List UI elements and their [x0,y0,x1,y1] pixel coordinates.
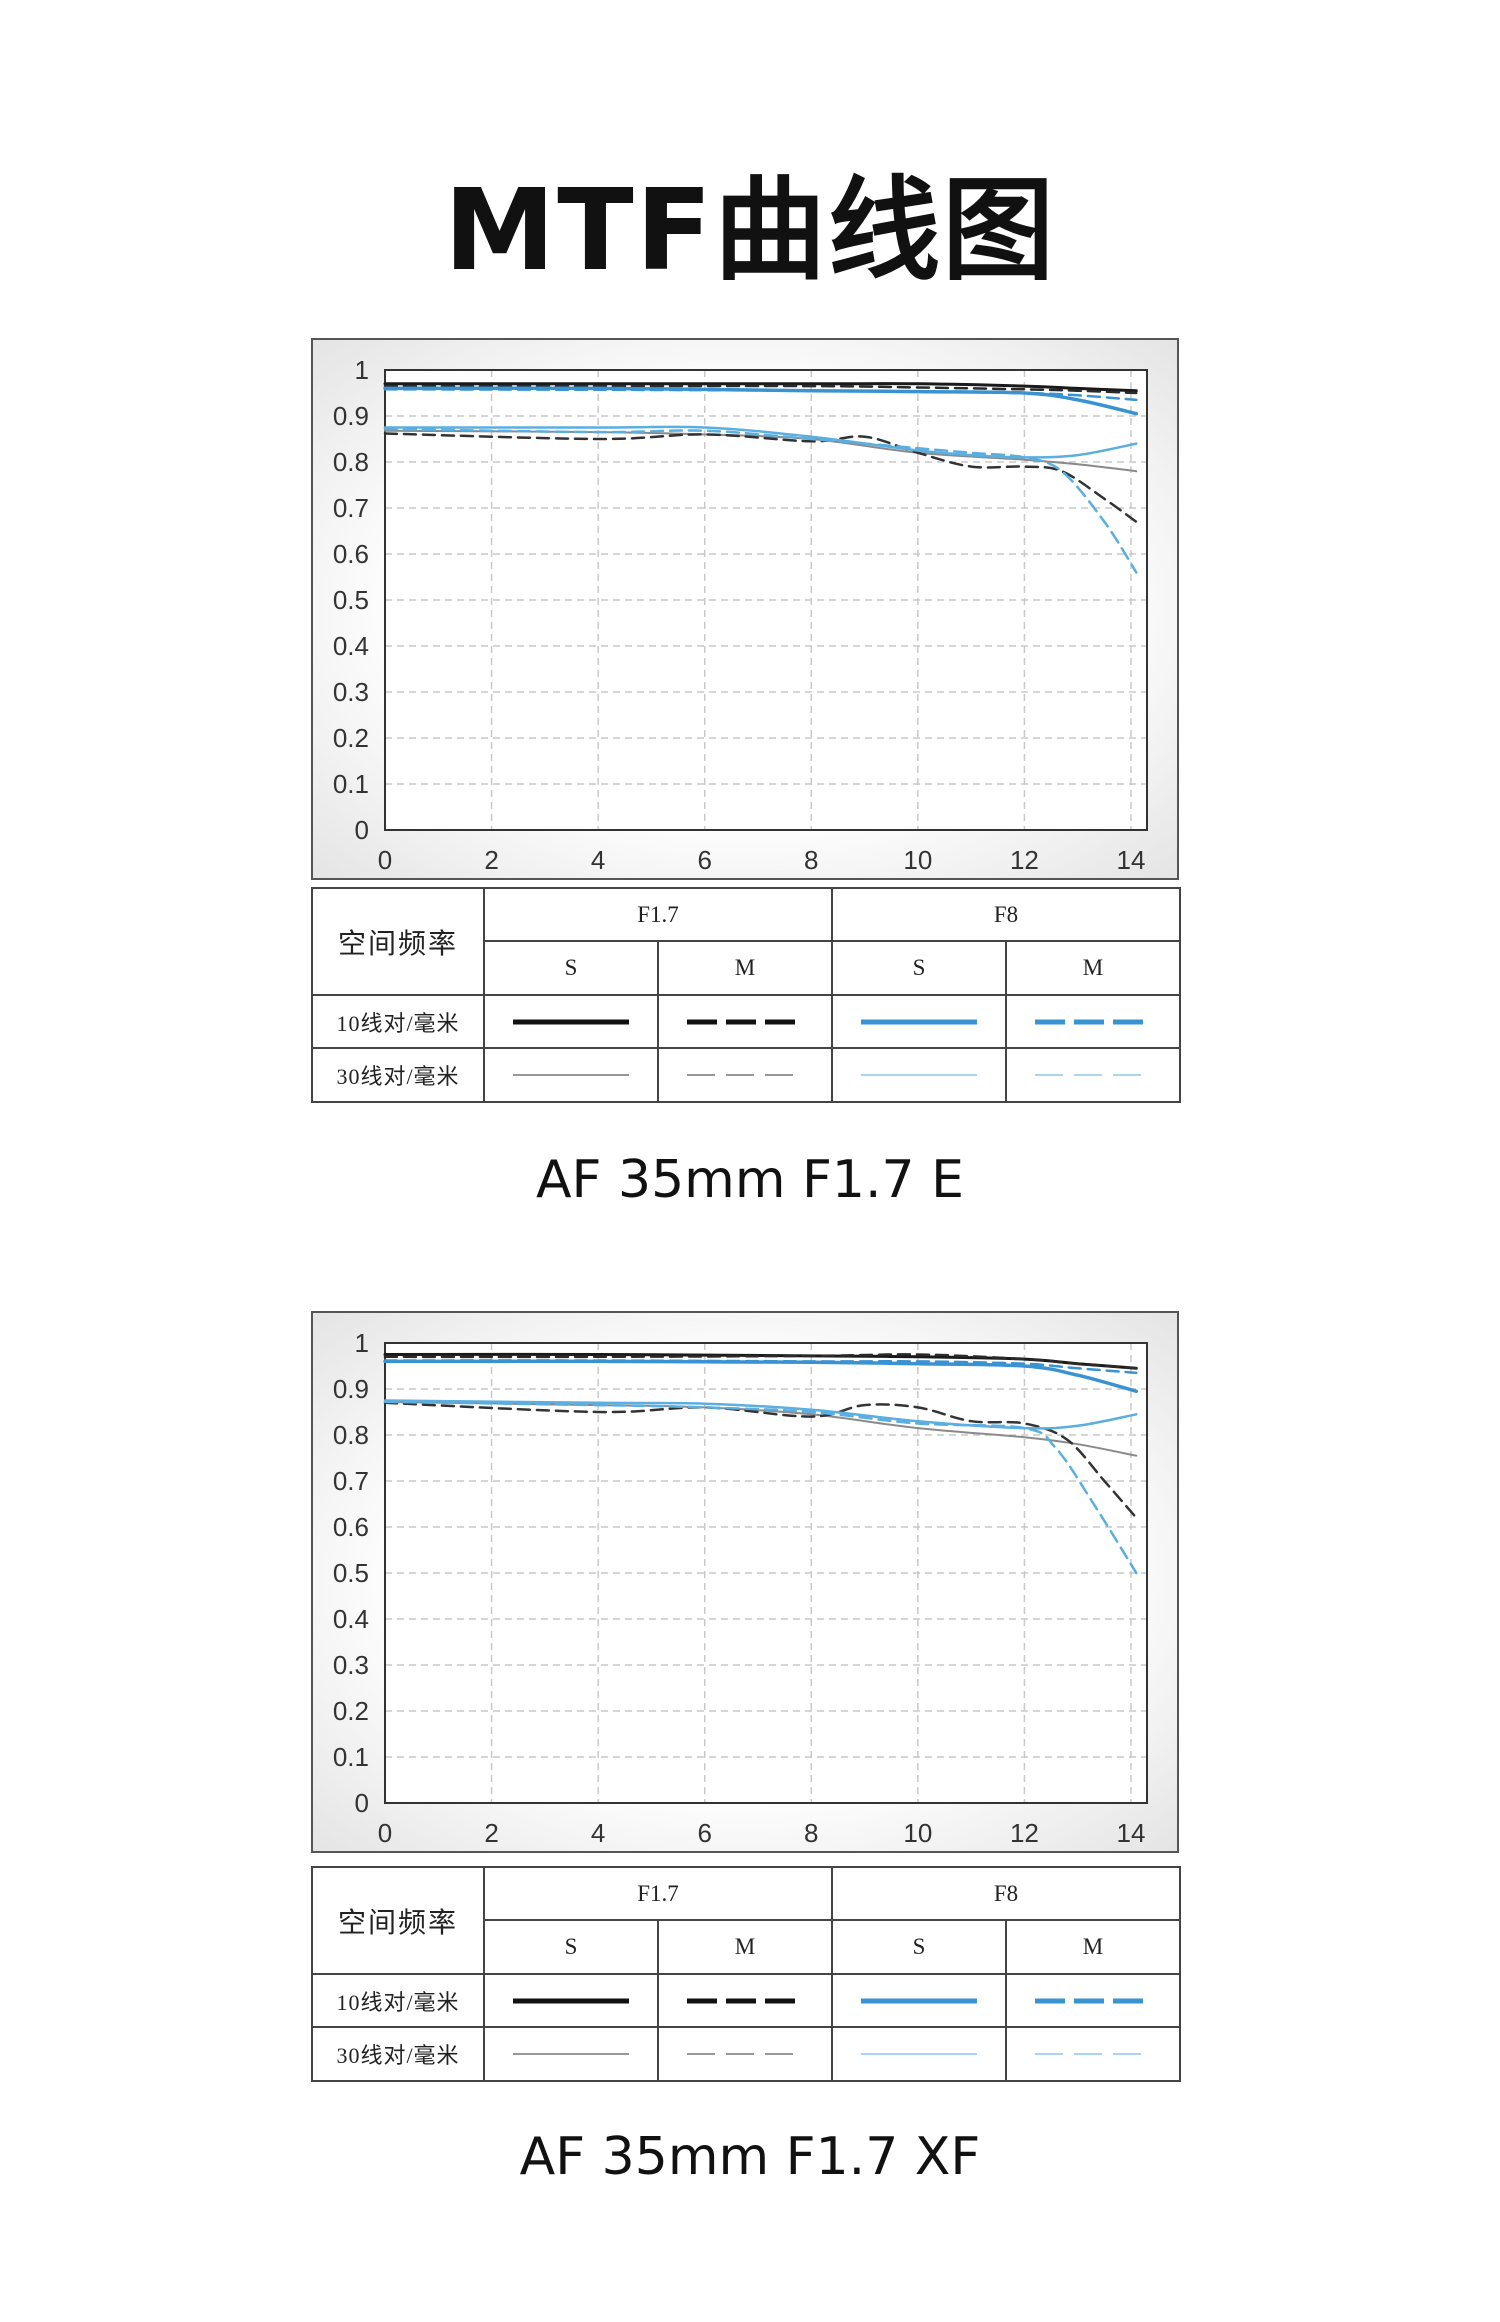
x-tick-label: 8 [804,845,818,875]
y-tick-label: 0 [355,815,369,845]
y-tick-label: 0.9 [333,1374,369,1404]
mtf-curve [383,1359,1138,1375]
y-tick-label: 0.2 [333,1696,369,1726]
sagittal-header: S [831,940,1008,996]
y-tick-label: 0.6 [333,1512,369,1542]
plot-frame [384,1342,1148,1804]
x-tick-label: 12 [1010,1818,1039,1848]
meridional-header: M [656,1919,834,1975]
sagittal-header: S [483,1919,659,1975]
sagittal-header: S [831,1919,1008,1975]
mtf-curve [383,432,1138,524]
mtf-curve [383,427,1138,574]
x-tick-label: 2 [484,845,498,875]
mtf-curve [383,1353,1138,1370]
mtf-chart-1: 0 0.1 0.2 0.3 0.4 0.5 0.6 0.7 0.8 0.9 1 0 2 4 6 8 10 12 14 [311,338,1179,880]
page-title: MTF曲线图 [443,166,1057,296]
legend-sample [831,1973,1008,2028]
x-tick-label: 0 [378,845,392,875]
y-tick-label: 0.3 [333,677,369,707]
mtf-curve [383,382,1138,393]
y-tick-label: 0.7 [333,1466,369,1496]
aperture-f17-header: F1.7 [482,887,834,942]
legend-sample [1005,994,1182,1049]
aperture-f17-header: F1.7 [482,1866,834,1921]
y-tick-label: 0.6 [333,539,369,569]
y-tick-label: 0.5 [333,1558,369,1588]
legend-table-2: 空间频率 F1.7 F8 S M S M 10线对/毫米 30线对/毫米 [311,1866,1182,2082]
mtf-curve [383,1352,1138,1370]
mtf-curve [383,1399,1138,1430]
legend-sample [831,1047,1008,1103]
meridional-header: M [1005,1919,1182,1975]
y-tick-label: 0 [355,1788,369,1818]
y-tick-label: 0.3 [333,1650,369,1680]
legend-sample [656,994,834,1049]
x-tick-label: 14 [1117,1818,1146,1848]
row-30-lp-label: 30线对/毫米 [311,1047,485,1103]
x-tick-label: 12 [1010,845,1039,875]
x-tick-label: 10 [903,1818,932,1848]
y-tick-label: 0.8 [333,1420,369,1450]
x-tick-label: 4 [591,1818,605,1848]
mtf-chart-1-svg: 00.10.20.30.40.50.60.70.80.910 2 4 6 8 10 12 14 [333,355,1148,875]
x-tick-label: 10 [903,845,932,875]
spatial-frequency-label: 空间频率 [311,1866,485,1975]
y-tick-label: 0.8 [333,447,369,477]
y-tick-label: 0.4 [333,1604,369,1634]
legend-sample [483,1047,659,1103]
legend-sample [1005,2026,1182,2082]
y-tick-label: 1 [355,355,369,385]
lens-caption-1: AF 35mm F1.7 E [535,1150,964,1210]
y-tick-label: 0.4 [333,631,369,661]
lens-caption-2: AF 35mm F1.7 XF [519,2127,981,2187]
legend-sample [1005,1973,1182,2028]
sagittal-header: S [483,940,659,996]
y-tick-label: 0.2 [333,723,369,753]
legend-sample [483,1973,659,2028]
legend-sample [483,994,659,1049]
legend-sample [831,2026,1008,2082]
plot-frame [384,369,1148,831]
x-tick-label: 6 [697,845,711,875]
x-tick-label: 14 [1117,845,1146,875]
x-tick-label: 4 [591,845,605,875]
x-tick-label: 0 [378,1818,392,1848]
x-tick-label: 2 [484,1818,498,1848]
legend-sample [656,2026,834,2082]
row-30-lp-label: 30线对/毫米 [311,2026,485,2082]
x-tick-label: 8 [804,1818,818,1848]
y-tick-label: 0.7 [333,493,369,523]
legend-table-1: 空间频率 F1.7 F8 S M S M 10线对/毫米 30线对/毫米 [311,887,1182,1103]
legend-sample [1005,1047,1182,1103]
meridional-header: M [1005,940,1182,996]
x-tick-label: 6 [697,1818,711,1848]
legend-sample [656,1973,834,2028]
legend-sample [483,2026,659,2082]
y-tick-label: 0.1 [333,1742,369,1772]
aperture-f8-header: F8 [831,887,1182,942]
row-10-lp-label: 10线对/毫米 [311,994,485,1049]
legend-sample [656,1047,834,1103]
row-10-lp-label: 10线对/毫米 [311,1973,485,2028]
y-tick-label: 0.9 [333,401,369,431]
spatial-frequency-label: 空间频率 [311,887,485,996]
mtf-chart-2: 0 0.1 0.2 0.3 0.4 0.5 0.6 0.7 0.8 0.9 1 0 2 4 6 8 10 12 14 [311,1311,1179,1853]
mtf-curve [383,1400,1138,1575]
mtf-curve [383,384,1138,395]
y-tick-label: 0.1 [333,769,369,799]
y-tick-label: 1 [355,1328,369,1358]
meridional-header: M [656,940,834,996]
mtf-chart-2-svg: 00.10.20.30.40.50.60.70.80.910 2 4 6 8 10 12 14 [333,1328,1148,1848]
aperture-f8-header: F8 [831,1866,1182,1921]
legend-sample [831,994,1008,1049]
y-tick-label: 0.5 [333,585,369,615]
mtf-curve [383,388,1138,402]
mtf-curve [383,1401,1138,1520]
